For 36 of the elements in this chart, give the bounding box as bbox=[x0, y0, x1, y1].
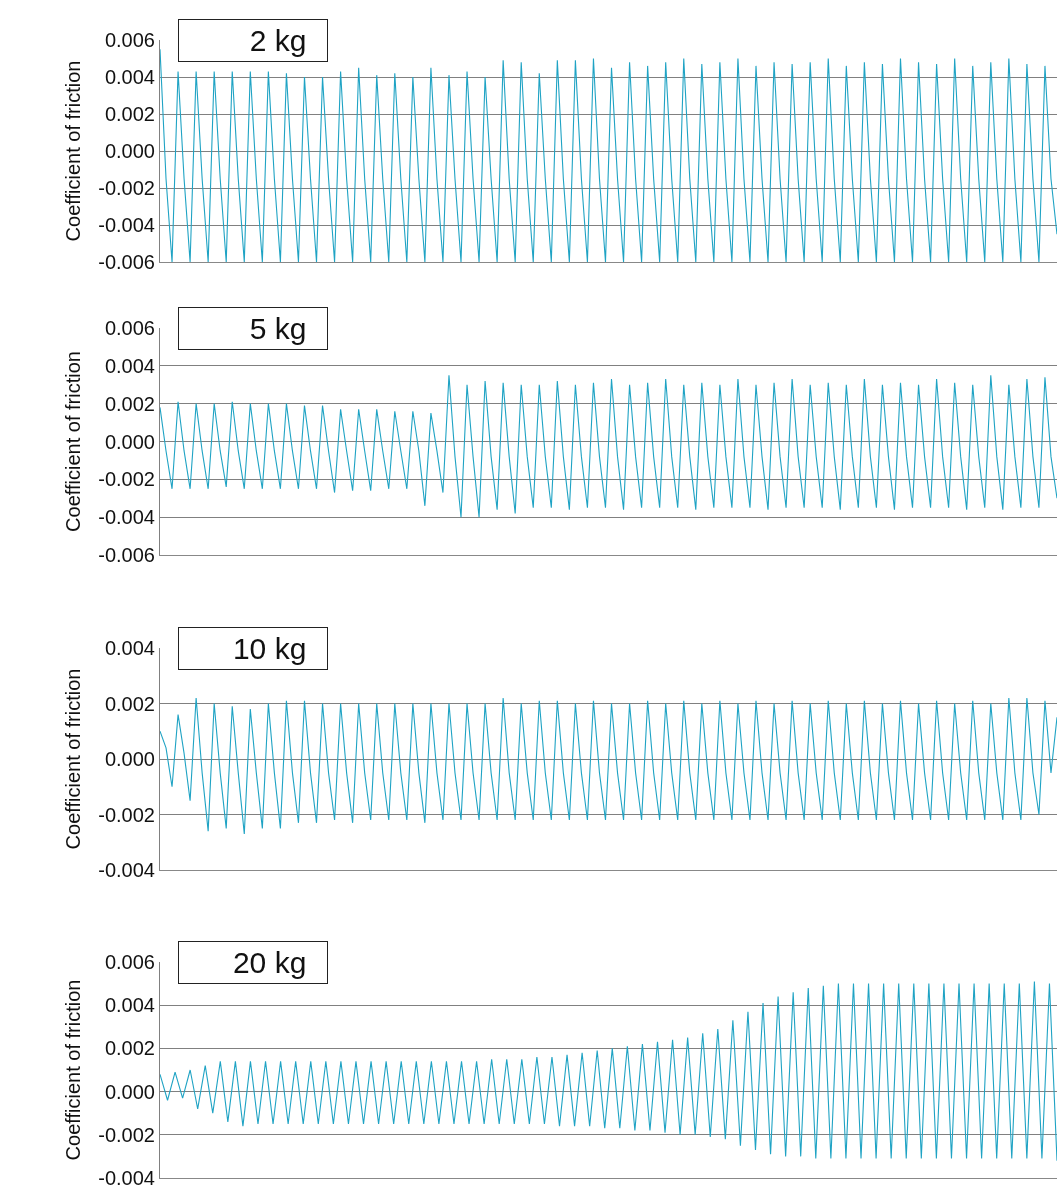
y-tick-label: 0.000 bbox=[104, 748, 155, 770]
y-tick-label: 0.002 bbox=[104, 692, 155, 715]
y-tick-label: 0.004 bbox=[104, 66, 155, 88]
y-tick-label: -0.004 bbox=[98, 214, 155, 236]
y-tick-label: -0.002 bbox=[98, 1123, 155, 1146]
y-tick-label: 0.006 bbox=[104, 951, 155, 973]
chart-title: 5 kg bbox=[249, 312, 323, 345]
y-tick-label: -0.002 bbox=[98, 803, 155, 826]
y-axis-title: Coefficient of friction bbox=[61, 351, 84, 532]
y-tick-label: 0.006 bbox=[104, 29, 155, 51]
y-axis-title: Coefficient of friction bbox=[61, 979, 84, 1161]
y-tick-label: 0.002 bbox=[104, 392, 155, 415]
y-axis-title: Coefficient of friction bbox=[61, 668, 84, 850]
y-tick-label: -0.004 bbox=[98, 506, 155, 529]
chart-title: 2 kg bbox=[249, 24, 323, 57]
chart-title: 10 kg bbox=[232, 632, 323, 665]
y-tick-label: -0.006 bbox=[98, 544, 155, 566]
y-tick-label: 0.002 bbox=[104, 1037, 155, 1060]
y-axis-title: Coefficient of friction bbox=[61, 60, 84, 242]
y-tick-label: 0.000 bbox=[104, 140, 155, 162]
y-tick-label: 0.002 bbox=[104, 103, 155, 125]
y-tick-label: -0.004 bbox=[98, 1167, 155, 1189]
y-tick-label: 0.004 bbox=[104, 994, 155, 1017]
y-tick-label: 0.004 bbox=[104, 354, 155, 377]
chart-title: 20 kg bbox=[232, 946, 323, 979]
line-series bbox=[160, 374, 1057, 518]
y-tick-label: -0.004 bbox=[98, 859, 155, 881]
line-series bbox=[160, 697, 1057, 835]
y-tick-label: 0.006 bbox=[104, 317, 155, 339]
y-tick-label: -0.006 bbox=[98, 251, 155, 273]
y-tick-label: -0.002 bbox=[98, 177, 155, 199]
y-tick-label: 0.000 bbox=[104, 1080, 155, 1103]
y-tick-label: 0.004 bbox=[104, 637, 155, 659]
y-tick-label: -0.002 bbox=[98, 468, 155, 491]
line-series bbox=[160, 980, 1057, 1162]
y-tick-label: 0.000 bbox=[104, 430, 155, 453]
